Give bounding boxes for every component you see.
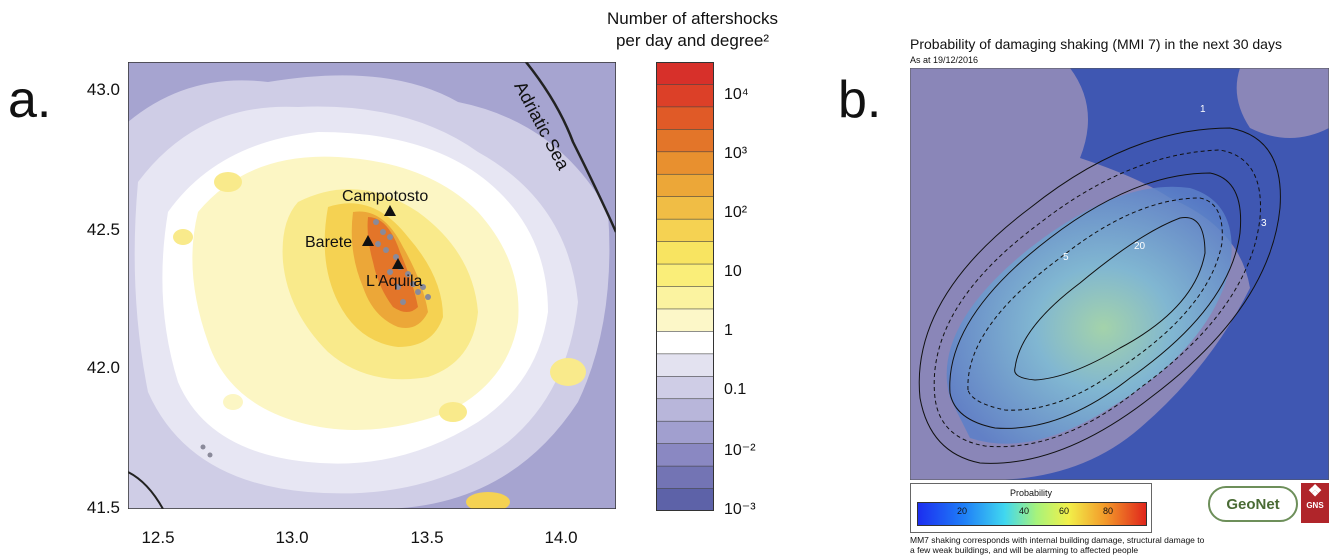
legend-value: 80 [1103,506,1114,516]
contour-label-5: 5 [1063,252,1069,263]
place-label-campotosto: Campotosto [342,188,429,205]
colorbar-band [656,308,714,333]
colorbar-band [656,420,714,445]
y-tick-label: 43.0 [86,80,120,99]
contour-label-3: 3 [1261,218,1267,229]
colorbar-band [656,196,714,220]
probability-legend: Probability 20 40 60 80 [910,483,1152,533]
colorbar-tick-label: 10² [724,204,748,221]
panel-b-title: Probability of damaging shaking (MMI 7) … [910,36,1282,52]
legend-color-bar [917,502,1147,526]
panel-a-letter: a. [8,71,52,129]
colorbar [656,62,714,511]
x-tick-label: 13.0 [275,528,309,547]
colorbar-tick-label: 10³ [724,145,748,162]
colorbar-band [656,443,714,467]
colorbar-tick-label: 10⁻³ [724,501,756,518]
colorbar-band [656,286,714,310]
x-tick-label: 12.5 [141,528,175,547]
geonet-logo: GeoNet [1208,486,1298,522]
gns-logo-text: GNS [1306,501,1324,510]
panel-b-subtitle: As at 19/12/2016 [910,55,979,65]
aftershock-density-map [128,62,616,509]
colorbar-band [656,465,714,490]
place-label-barete: Barete [305,234,353,251]
colorbar-title-line2: per day and degree² [615,31,770,50]
place-label-laquila: L'Aquila [366,273,423,290]
colorbar-band [656,375,714,400]
colorbar-band [656,263,714,288]
gns-logo-mark: ❖ [1307,483,1323,500]
y-tick-label: 42.0 [86,358,120,377]
y-tick-label: 41.5 [86,498,120,517]
colorbar-tick-label: 10 [724,263,742,280]
colorbar-band [656,173,714,198]
colorbar-tick-label: 0.1 [724,381,747,398]
shaking-probability-map: 1 3 5 20 [910,68,1329,480]
gns-logo: ❖ GNS [1301,483,1329,523]
colorbar-band [656,398,714,423]
colorbar-band [656,241,714,265]
colorbar-tick-label: 1 [724,322,733,339]
colorbar-band [656,488,714,511]
legend-title: Probability [1009,488,1053,498]
contour-label-1: 1 [1200,104,1206,115]
colorbar-band [656,84,714,108]
colorbar-tick-label: 10⁴ [724,86,749,103]
x-tick-label: 14.0 [544,528,578,547]
x-tick-label: 13.5 [410,528,444,547]
panel-b-letter: b. [838,71,882,129]
colorbar-tick-label: 10⁻² [724,442,756,459]
legend-value: 40 [1019,506,1030,516]
colorbar-band [656,218,714,243]
colorbar-band [656,129,714,153]
colorbar-band [656,353,714,378]
panel-b-caption: MM7 shaking corresponds with internal bu… [910,535,1205,555]
colorbar-frame [656,62,714,511]
colorbar-labels: 10⁴ 10³ 10² 10 1 0.1 10⁻² 10⁻³ [718,62,778,518]
colorbar-title: Number of aftershocks per day and degree… [590,8,795,52]
colorbar-band [656,151,714,176]
contour-label-20: 20 [1134,241,1146,252]
colorbar-title-line1: Number of aftershocks [606,9,778,28]
colorbar-band [656,106,714,131]
colorbar-band [656,62,714,86]
y-tick-label: 42.5 [86,220,120,239]
legend-value: 60 [1059,506,1070,516]
legend-value: 20 [957,506,968,516]
colorbar-band [656,331,714,355]
